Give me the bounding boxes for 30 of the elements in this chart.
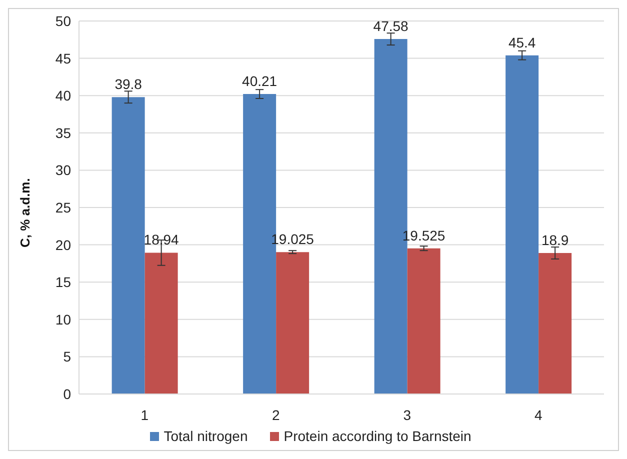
x-tick-label: 2	[272, 406, 280, 423]
y-tick-label: 45	[55, 50, 72, 66]
x-tick-label: 1	[140, 406, 149, 423]
y-tick-label: 0	[63, 386, 72, 402]
data-label: 18.9	[541, 232, 569, 248]
y-tick-label: 20	[55, 236, 72, 253]
y-tick-label: 25	[55, 199, 72, 216]
legend-label: Protein according to Barnstein	[284, 428, 472, 444]
bar	[112, 97, 145, 394]
y-tick-label: 40	[55, 88, 72, 104]
data-label: 47.58	[373, 18, 409, 34]
y-tick-label: 15	[55, 274, 72, 290]
bar	[144, 252, 178, 394]
bar	[407, 248, 440, 394]
data-label: 39.8	[114, 76, 142, 92]
y-axis-title: C, % a.d.m.	[18, 178, 33, 248]
y-tick-label: 35	[55, 124, 72, 141]
data-label: 45.4	[508, 34, 536, 50]
bar	[506, 55, 539, 394]
data-label: 18.94	[144, 232, 180, 248]
x-tick-label: 3	[403, 406, 412, 423]
bar	[538, 253, 572, 394]
y-tick-label: 10	[55, 311, 72, 328]
bar	[276, 252, 310, 394]
data-label: 40.21	[242, 73, 278, 90]
y-tick-label: 30	[55, 162, 72, 178]
x-tick-label: 4	[534, 406, 542, 423]
y-tick-label: 5	[63, 348, 72, 365]
y-tick-label: 50	[55, 12, 72, 29]
legend-label: Total nitrogen	[164, 428, 248, 444]
